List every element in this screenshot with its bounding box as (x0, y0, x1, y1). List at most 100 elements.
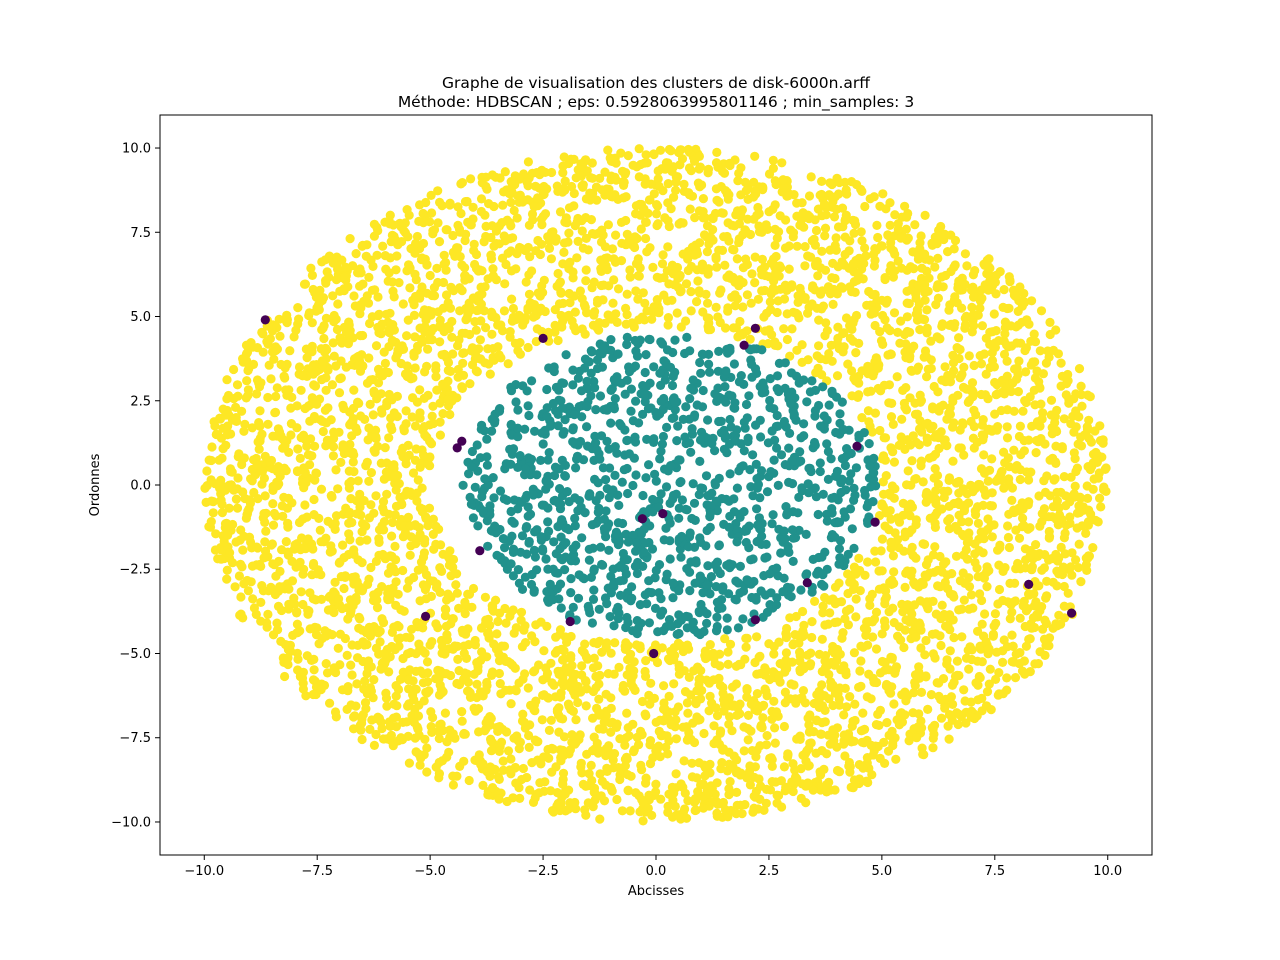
data-point-outer-ring (1085, 392, 1095, 402)
data-point-outer-ring (1031, 540, 1041, 550)
data-point-outer-ring (492, 629, 502, 639)
data-point-outer-ring (966, 712, 976, 722)
data-point-outer-ring (909, 688, 919, 698)
data-point-outer-ring (281, 385, 291, 395)
data-point-outer-ring (790, 772, 801, 782)
data-point-outer-ring (1014, 356, 1024, 366)
data-point-outer-ring (848, 783, 858, 793)
data-point-outer-ring (481, 323, 491, 333)
data-point-outer-ring (948, 699, 958, 710)
data-point-outer-ring (321, 278, 331, 288)
data-point-outer-ring (525, 785, 535, 795)
data-point-outer-ring (955, 425, 965, 435)
data-point-outer-ring (800, 293, 810, 303)
data-point-outer-ring (360, 676, 370, 686)
data-point-outer-ring (577, 645, 587, 656)
data-point-outer-ring (377, 319, 387, 329)
data-point-outer-ring (316, 484, 327, 494)
data-point-outer-ring (987, 501, 998, 511)
data-point-outer-ring (391, 681, 401, 691)
data-point-outer-ring (391, 353, 401, 363)
data-point-outer-ring (835, 684, 845, 694)
data-point-outer-ring (1041, 358, 1051, 368)
data-point-outer-ring (485, 369, 495, 379)
data-point-outer-ring (369, 388, 379, 398)
data-point-outer-ring (930, 518, 940, 528)
data-point-outer-ring (339, 583, 349, 594)
data-point-outer-ring (1030, 373, 1040, 383)
data-point-outer-ring (555, 629, 565, 639)
data-point-outer-ring (404, 758, 414, 768)
data-point-outer-ring (410, 332, 420, 342)
data-point-outer-ring (1034, 491, 1044, 501)
data-point-outer-ring (649, 189, 659, 199)
data-point-outer-ring (384, 268, 394, 278)
data-point-outer-ring (879, 737, 889, 748)
data-point-inner-disk (702, 618, 712, 629)
data-point-outer-ring (364, 476, 374, 486)
data-point-outer-ring (854, 553, 864, 564)
data-point-outer-ring (979, 349, 990, 359)
data-point-outer-ring (221, 410, 231, 420)
data-point-outer-ring (772, 307, 782, 318)
data-point-outer-ring (888, 738, 898, 748)
data-point-outer-ring (990, 377, 1000, 388)
data-point-outer-ring (381, 688, 391, 698)
data-point-outer-ring (643, 803, 653, 814)
data-point-outer-ring (261, 526, 271, 536)
data-point-outer-ring (297, 673, 308, 683)
data-point-outer-ring (625, 272, 635, 282)
data-point-outer-ring (249, 603, 259, 613)
data-point-outer-ring (366, 468, 376, 478)
data-point-outer-ring (1035, 382, 1045, 392)
data-point-outer-ring (888, 419, 898, 429)
data-point-outer-ring (524, 742, 534, 753)
data-point-outer-ring (216, 554, 226, 564)
data-point-outer-ring (433, 218, 443, 228)
data-point-outer-ring (543, 744, 553, 755)
data-point-outer-ring (309, 380, 319, 390)
data-point-outer-ring (457, 178, 467, 188)
data-point-outer-ring (1040, 439, 1050, 449)
data-point-outer-ring (936, 713, 947, 723)
data-point-outer-ring (445, 409, 455, 420)
data-point-outer-ring (930, 262, 940, 272)
data-point-outer-ring (483, 714, 493, 725)
data-point-outer-ring (321, 659, 331, 669)
data-point-outer-ring (560, 217, 570, 227)
data-point-outer-ring (829, 736, 839, 746)
data-point-outer-ring (953, 390, 963, 400)
data-point-outer-ring (631, 286, 641, 296)
data-point-outer-ring (757, 286, 767, 296)
data-point-outer-ring (957, 632, 967, 642)
data-point-outer-ring (822, 326, 833, 336)
data-point-outer-ring (1074, 364, 1085, 374)
data-point-outer-ring (509, 205, 519, 216)
data-point-outer-ring (651, 209, 662, 219)
data-point-outer-ring (1039, 504, 1049, 514)
data-point-outer-ring (387, 531, 397, 541)
data-point-outer-ring (372, 714, 382, 724)
data-point-outer-ring (419, 696, 429, 706)
data-point-outer-ring (880, 273, 890, 283)
data-point-outer-ring (910, 220, 920, 230)
data-point-inner-disk (587, 618, 598, 628)
data-point-outer-ring (857, 413, 867, 423)
data-point-outer-ring (863, 387, 873, 397)
data-point-outer-ring (803, 355, 813, 365)
data-point-outer-ring (918, 477, 928, 487)
data-point-outer-ring (387, 335, 397, 346)
data-point-outer-ring (821, 780, 831, 790)
data-point-outer-ring (611, 230, 621, 240)
data-point-outer-ring (442, 737, 452, 747)
data-point-outer-ring (849, 736, 859, 746)
data-point-outer-ring (904, 298, 914, 309)
data-point-outer-ring (482, 767, 492, 777)
data-point-outer-ring (742, 692, 752, 702)
data-point-outer-ring (882, 679, 892, 690)
data-point-outer-ring (334, 388, 345, 398)
data-point-outer-ring (378, 734, 389, 744)
data-point-outer-ring (980, 468, 990, 478)
data-point-outer-ring (854, 774, 865, 784)
data-point-outer-ring (418, 678, 428, 688)
